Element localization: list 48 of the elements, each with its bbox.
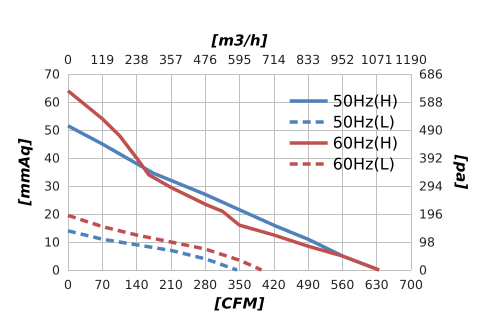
x2-axis-title: [m3/h] (210, 32, 268, 50)
x-tick-label: 630 (364, 277, 389, 292)
x2-tick-label: 952 (330, 52, 354, 67)
y-tick-label: 70 (44, 66, 60, 82)
y-tick-label: 30 (44, 178, 60, 194)
x2-tick-label: 595 (228, 52, 252, 67)
x-tick-label: 420 (262, 277, 286, 292)
y-axis-title: [mmAq] (16, 138, 34, 207)
x-tick-label: 70 (94, 277, 110, 292)
legend-label: 50Hz(H) (332, 92, 398, 110)
y2-tick-label: 490 (419, 122, 443, 138)
x-tick-label: 350 (228, 277, 252, 292)
x2-tick-label: 119 (90, 52, 114, 67)
x2-tick-label: 476 (193, 52, 218, 67)
x-tick-label: 280 (193, 277, 218, 292)
x2-tick-label: 0 (64, 52, 72, 67)
y2-tick-label: 392 (419, 150, 443, 166)
x-tick-label: 140 (124, 277, 149, 292)
x-tick-label: 210 (158, 277, 183, 292)
y-tick-label: 0 (52, 262, 60, 278)
y-tick-label: 50 (44, 122, 60, 138)
y-tick-label: 60 (44, 94, 60, 110)
y-tick-label: 10 (44, 234, 60, 250)
y2-tick-label: 686 (419, 66, 443, 82)
x2-tick-label: 238 (124, 52, 149, 67)
x-tick-label: 490 (296, 277, 320, 292)
x-axis-title: [CFM] (214, 294, 265, 312)
y2-tick-label: 196 (419, 206, 443, 222)
y2-tick-label: 0 (419, 262, 427, 278)
y2-tick-label: 294 (419, 178, 443, 194)
x-tick-label: 560 (330, 277, 354, 292)
line-series (66, 214, 264, 272)
x-tick-label: 700 (399, 277, 423, 292)
y-tick-label: 20 (44, 206, 60, 222)
x-tick-label: 0 (64, 277, 72, 292)
x2-tick-label: 357 (158, 52, 183, 67)
y-tick-label: 40 (44, 150, 60, 166)
legend-label: 60Hz(H) (332, 134, 398, 152)
y2-axis-title: [pa] (452, 154, 470, 190)
x2-tick-label: 1190 (395, 52, 427, 67)
x2-tick-label: 1071 (360, 52, 393, 67)
legend-label: 50Hz(L) (332, 112, 395, 132)
x2-tick-label: 714 (262, 52, 286, 67)
x2-tick-label: 833 (296, 52, 320, 67)
y2-tick-label: 98 (419, 234, 435, 250)
legend-label: 60Hz(L) (332, 154, 395, 174)
line-series (66, 229, 239, 272)
y2-tick-label: 588 (419, 94, 443, 110)
